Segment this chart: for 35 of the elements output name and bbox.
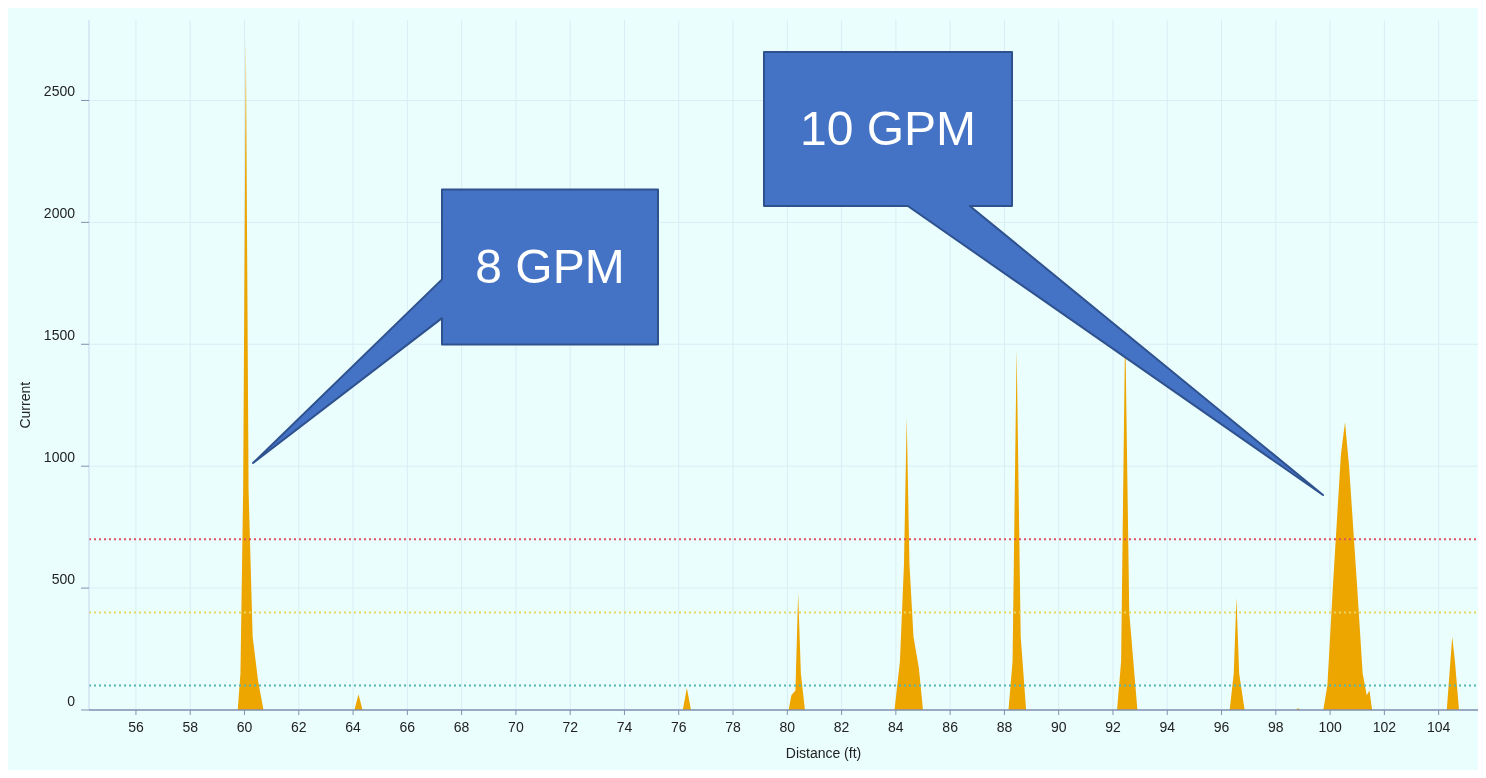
x-tick-label: 78 [725,719,742,735]
x-tick-label: 98 [1268,719,1284,735]
y-tick-label: 0 [67,693,76,709]
x-tick-label: 84 [888,719,904,735]
y-tick-label: 1000 [43,449,76,466]
x-tick-label: 86 [942,719,959,735]
x-tick-label: 92 [1105,719,1121,735]
x-tick-label: 94 [1159,719,1176,735]
y-tick-label: 2000 [43,205,76,222]
x-tick-label: 72 [562,719,579,735]
x-tick-label: 76 [670,719,687,735]
x-tick-label: 100 [1318,719,1342,735]
annotation: 8 GPM [475,240,625,293]
annotation: 10 GPM [799,102,977,155]
x-tick-label: 62 [291,719,307,735]
x-tick-label: 58 [182,719,199,735]
y-tick-label: 2500 [43,83,76,100]
x-tick-label: 64 [345,719,362,735]
x-tick-label: 104 [1426,719,1451,735]
y-tick-label: 500 [51,571,76,588]
y-tick-label: 1500 [43,327,76,344]
x-tick-label: 88 [996,719,1013,735]
x-tick-label: 68 [453,719,470,735]
x-tick-label: 80 [779,719,796,735]
x-tick-label: 56 [128,719,144,735]
x-tick-label: 90 [1050,719,1067,735]
x-tick-label: 96 [1213,719,1230,735]
x-tick-label: 102 [1372,719,1397,735]
x-axis-title: Distance (ft) [785,745,862,761]
x-tick-label: 70 [508,719,524,735]
y-axis-title: Current [17,381,33,429]
x-tick-label: 60 [236,719,253,735]
x-tick-label: 82 [833,719,850,735]
x-tick-label: 74 [616,719,633,735]
x-tick-label: 66 [399,719,416,735]
